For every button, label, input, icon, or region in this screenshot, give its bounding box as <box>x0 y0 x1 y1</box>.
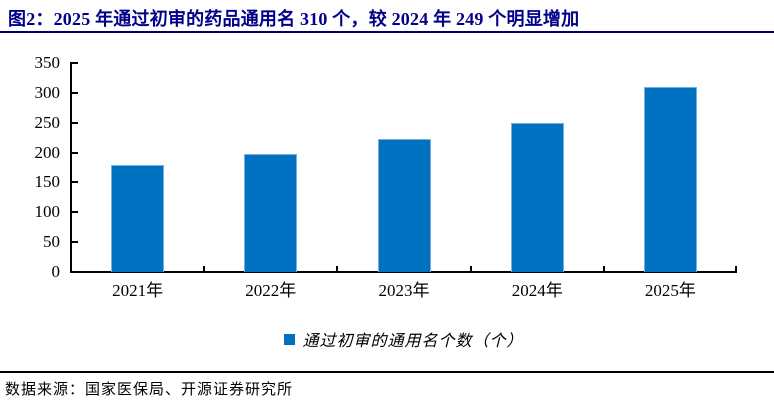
y-axis-labels: 0 50 100 150 200 250 300 350 <box>0 53 61 281</box>
x-axis-label: 2025年 <box>644 281 696 300</box>
y-axis-tick <box>71 241 78 244</box>
x-axis-label: 2023年 <box>378 281 430 300</box>
y-axis-tick <box>71 181 78 184</box>
x-axis-tick <box>602 266 605 272</box>
title-divider <box>0 31 774 33</box>
y-axis-label: 100 <box>34 202 61 222</box>
bar <box>111 165 165 272</box>
legend-marker-icon <box>284 333 296 345</box>
bar <box>377 139 431 272</box>
x-axis-label: 2024年 <box>511 281 563 300</box>
y-axis-tick <box>71 211 78 214</box>
chart-title: 图2：2025 年通过初审的药品通用名 310 个，较 2024 年 249 个… <box>8 9 580 29</box>
x-axis-line <box>70 271 737 273</box>
y-axis-label: 250 <box>34 112 61 132</box>
y-axis-label: 50 <box>43 232 60 252</box>
y-axis-label: 350 <box>34 53 61 72</box>
bar <box>643 86 697 272</box>
x-axis-label: 2022年 <box>245 281 297 300</box>
y-axis-label: 150 <box>34 172 61 192</box>
legend-label: 通过初审的通用名个数（个） <box>302 333 524 350</box>
plot-area <box>71 62 737 272</box>
y-axis-tick <box>71 62 78 64</box>
y-axis-tick <box>71 121 78 124</box>
y-axis-tick <box>71 151 78 154</box>
bar <box>244 153 298 272</box>
x-axis-tick <box>735 266 737 272</box>
x-axis-label: 2021年 <box>112 281 164 300</box>
y-axis-line <box>70 62 72 273</box>
x-axis-tick <box>203 266 206 272</box>
data-source-note: 数据来源：国家医保局、开源证券研究所 <box>5 382 294 398</box>
y-axis-tick <box>71 91 78 94</box>
y-axis-label: 200 <box>34 142 61 162</box>
x-axis-labels: 2021年 2022年 2023年 2024年 2025年 <box>71 281 737 301</box>
y-axis-label: 0 <box>51 262 61 281</box>
x-axis-tick <box>469 266 472 272</box>
y-axis-label: 300 <box>34 82 61 102</box>
bar <box>510 123 564 272</box>
legend: 通过初审的通用名个数（个） <box>71 327 737 351</box>
footer-divider <box>0 371 774 373</box>
x-axis-tick <box>336 266 339 272</box>
